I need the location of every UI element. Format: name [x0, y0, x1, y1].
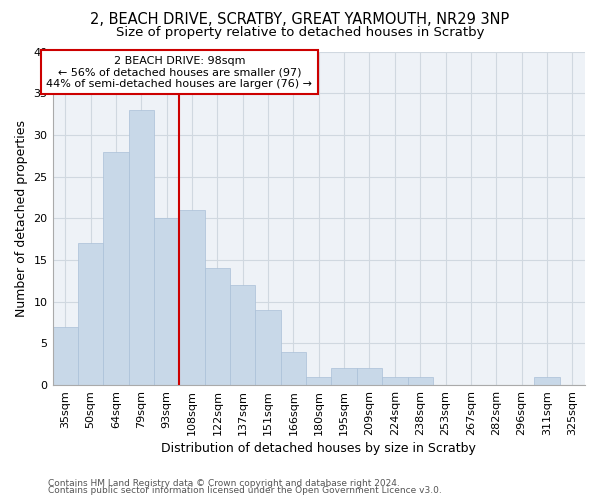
Bar — [53, 326, 78, 385]
Bar — [281, 352, 306, 385]
Bar — [407, 376, 433, 385]
Bar — [154, 218, 179, 385]
Bar — [103, 152, 128, 385]
Bar — [331, 368, 357, 385]
X-axis label: Distribution of detached houses by size in Scratby: Distribution of detached houses by size … — [161, 442, 476, 455]
Text: Contains public sector information licensed under the Open Government Licence v3: Contains public sector information licen… — [48, 486, 442, 495]
Text: Size of property relative to detached houses in Scratby: Size of property relative to detached ho… — [116, 26, 484, 39]
Text: Contains HM Land Registry data © Crown copyright and database right 2024.: Contains HM Land Registry data © Crown c… — [48, 478, 400, 488]
Bar — [128, 110, 154, 385]
Bar — [306, 376, 331, 385]
Bar — [205, 268, 230, 385]
Text: 2, BEACH DRIVE, SCRATBY, GREAT YARMOUTH, NR29 3NP: 2, BEACH DRIVE, SCRATBY, GREAT YARMOUTH,… — [91, 12, 509, 28]
Text: 2 BEACH DRIVE: 98sqm
← 56% of detached houses are smaller (97)
44% of semi-detac: 2 BEACH DRIVE: 98sqm ← 56% of detached h… — [46, 56, 313, 89]
Bar — [534, 376, 560, 385]
Bar — [78, 244, 103, 385]
Bar — [382, 376, 407, 385]
Bar — [357, 368, 382, 385]
Y-axis label: Number of detached properties: Number of detached properties — [15, 120, 28, 317]
Bar — [230, 285, 256, 385]
Bar — [256, 310, 281, 385]
Bar — [179, 210, 205, 385]
